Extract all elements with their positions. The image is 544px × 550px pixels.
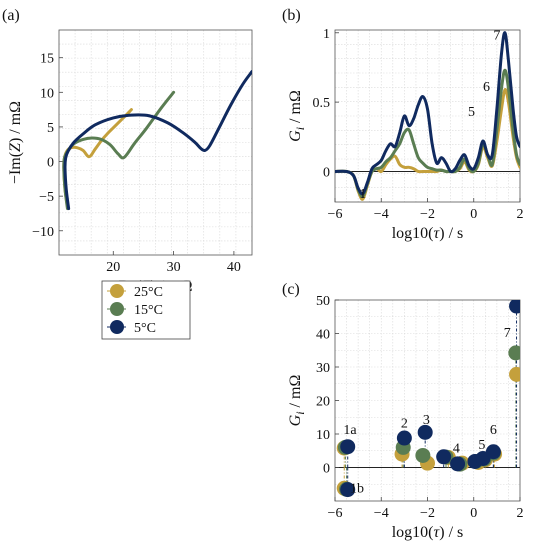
panel-b-ytick-label: 0 — [323, 165, 330, 180]
panel-b-ytick-label: 1 — [323, 27, 330, 42]
panel-a-grid — [59, 30, 252, 255]
legend-marker-5c — [110, 320, 124, 334]
panel-c-xlabel-part: τ — [434, 524, 441, 541]
panel-c-annotation: 7 — [504, 326, 511, 341]
panel-b-xtick-label: −2 — [420, 207, 435, 222]
panel-c-ylabel: Gi / mΩ — [287, 375, 307, 427]
panel-a-xtick-label: 20 — [106, 260, 120, 275]
panel-c-point-5c — [436, 449, 452, 465]
panel-b-drt-plot: −6 −4 −2 0 2 0 0.5 1 log10(τ) / s Gi / mΩ 1 56 7 — [287, 27, 524, 242]
panel-b-label: (b) — [282, 7, 301, 24]
panel-c-ylabel-i: i — [293, 411, 307, 414]
panel-b-series-line-15c — [335, 68, 520, 199]
panel-c-annotation: 4 — [453, 441, 460, 456]
panel-c-xtick-label: 0 — [470, 506, 477, 521]
panel-a-ylabel-part: −Im( — [7, 152, 24, 184]
panel-a-ytick-label: 5 — [47, 121, 54, 136]
panel-c-xlabel-part: log10( — [392, 524, 434, 541]
panel-b-xlabel: log10(τ) / s — [392, 225, 464, 242]
panel-c-plot-area — [336, 300, 520, 498]
panel-a-axes-frame — [58, 29, 253, 256]
panel-b-ylabel: Gi / mΩ — [287, 90, 307, 142]
panel-a-series-line-5c — [63, 70, 252, 211]
panel-b-xtick-label: −4 — [374, 207, 389, 222]
panel-c-point-15c — [508, 345, 520, 361]
legend-marker-25c — [110, 284, 124, 298]
panel-b-annotation: 1 — [359, 187, 366, 202]
panel-c-xtick-label: 2 — [517, 506, 524, 521]
panel-c-xtick-label: −4 — [374, 506, 389, 521]
panel-c-label: (c) — [282, 281, 300, 298]
panel-a-series-line-15c — [62, 90, 176, 211]
panel-c-ylabel-g: G — [287, 414, 304, 426]
panel-c-ytick-label: 30 — [316, 361, 330, 376]
legend-entry-5c: 5°C — [107, 320, 156, 336]
panel-c-point-5c — [485, 444, 501, 460]
panel-b-annotation: 6 — [483, 80, 490, 95]
panel-c-point-5c — [340, 439, 356, 455]
legend-label-25c: 25°C — [134, 285, 163, 300]
legend-label-15c: 15°C — [134, 303, 163, 318]
panel-b-ylabel-rest: / mΩ — [287, 90, 304, 127]
panel-c-ylabel-rest: / mΩ — [287, 375, 304, 412]
panel-c-ytick-label: 50 — [316, 294, 330, 309]
panel-c-xlabel-part: ) / s — [439, 524, 463, 541]
panel-c-annotation: 6 — [490, 423, 497, 438]
panel-c-grid — [335, 300, 520, 501]
panel-c-point-5c — [417, 424, 433, 440]
panel-a-label: (a) — [2, 7, 20, 24]
panel-c-xtick-label: −2 — [420, 506, 435, 521]
legend-marker-15c — [110, 302, 124, 316]
panel-b-xtick-label: 2 — [517, 207, 524, 222]
panel-b-series-line-5c — [335, 31, 520, 196]
panel-c-ytick-label: 0 — [323, 462, 330, 477]
panel-b-ylabel-g: G — [287, 130, 304, 142]
panel-b-xtick-label: 0 — [470, 207, 477, 222]
panel-a-ytick-label: 0 — [47, 156, 54, 171]
panel-c-annotation: 5 — [478, 438, 485, 453]
panel-c-point-25c — [509, 366, 520, 382]
legend-entry-25c: 25°C — [107, 284, 163, 300]
panel-c-ytick-label: 40 — [316, 328, 330, 343]
panel-c-point-5c — [396, 430, 412, 446]
panel-b-xlabel-part: ) / s — [439, 225, 463, 242]
panel-c-point-5c — [450, 456, 466, 472]
panel-c-ytick-label: 10 — [316, 428, 330, 443]
panel-c-annotation: 1b — [350, 482, 364, 497]
panel-b-annotation: 7 — [493, 29, 500, 44]
legend: 25°C 15°C 5°C — [101, 280, 191, 340]
panel-b-xlabel-part: τ — [434, 225, 441, 242]
panel-c-annotation: 1a — [343, 423, 357, 438]
panel-c-ytick-label: 20 — [316, 395, 330, 410]
panel-b-annotation: 5 — [468, 105, 475, 120]
panel-c-xtick-label: −6 — [328, 506, 343, 521]
panel-a-ylabel-part: ) / mΩ — [7, 101, 24, 143]
panel-b-ylabel-i: i — [293, 127, 307, 130]
panel-c-annotation: 2 — [401, 416, 408, 431]
legend-entry-15c: 15°C — [107, 302, 163, 318]
panel-c-point-5c — [509, 300, 520, 314]
panel-a-ylabel-part: Z — [7, 142, 24, 152]
panel-a-ytick-label: −5 — [39, 190, 54, 205]
panel-c-point-15c — [415, 447, 431, 463]
panel-a-xtick-label: 40 — [227, 260, 241, 275]
panel-c-xlabel: log10(τ) / s — [392, 524, 464, 541]
panel-a-ytick-label: −10 — [32, 225, 54, 240]
panel-b-plot-area — [335, 31, 520, 201]
panel-c-point-5c — [340, 482, 356, 498]
panel-b-xlabel-part: log10( — [392, 225, 434, 242]
panel-b-ytick-label: 0.5 — [313, 96, 331, 111]
panel-a-plot-area — [62, 70, 252, 211]
panel-a-xtick-label: 30 — [167, 260, 181, 275]
panel-a-ytick-label: 10 — [40, 86, 54, 101]
panel-a-ytick-label: 15 — [40, 52, 54, 67]
legend-label-5c: 5°C — [134, 321, 156, 336]
panel-a-ylabel: −Im(Z) / mΩ — [7, 101, 24, 184]
panel-c-annotation: 3 — [423, 413, 430, 428]
panel-b-xtick-label: −6 — [328, 207, 343, 222]
